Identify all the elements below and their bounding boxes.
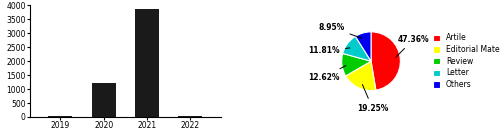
Wedge shape: [371, 32, 400, 90]
Bar: [92, 83, 116, 117]
Bar: [178, 116, 203, 117]
Text: 8.95%: 8.95%: [318, 23, 362, 38]
Legend: Artile, Editorial Material, Review, Letter, Others: Artile, Editorial Material, Review, Lett…: [433, 33, 500, 89]
Text: 47.36%: 47.36%: [396, 35, 430, 57]
Bar: [48, 116, 72, 117]
Text: 12.62%: 12.62%: [308, 66, 346, 82]
Bar: [135, 9, 159, 117]
Wedge shape: [356, 32, 371, 61]
Text: 19.25%: 19.25%: [357, 84, 388, 113]
Wedge shape: [346, 61, 376, 91]
Text: 11.81%: 11.81%: [308, 46, 350, 55]
Wedge shape: [342, 36, 371, 61]
Wedge shape: [342, 53, 371, 76]
